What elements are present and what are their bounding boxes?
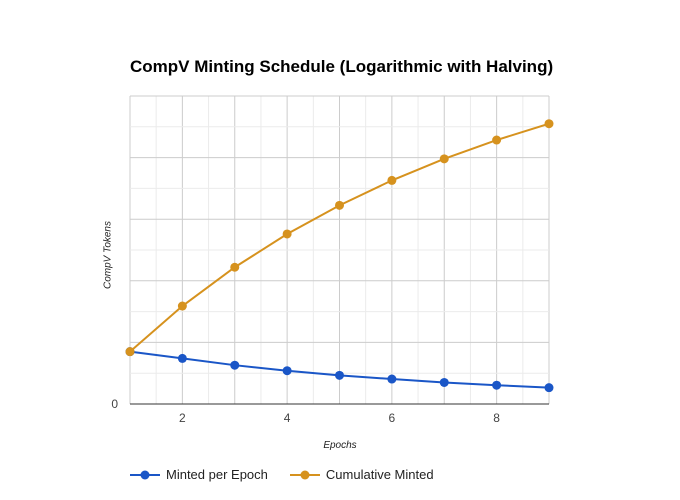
data-point	[544, 119, 554, 129]
x-tick-label: 2	[179, 411, 186, 425]
data-point	[335, 200, 344, 210]
series-layer	[125, 119, 554, 393]
legend-swatch	[289, 470, 320, 479]
legend-item: Cumulative Minted	[289, 467, 434, 482]
legend-item: Minted per Epoch	[130, 467, 268, 482]
legend-label: Cumulative Minted	[325, 467, 434, 482]
data-point	[230, 360, 240, 370]
x-tick-label: 8	[493, 411, 500, 425]
grid	[129, 95, 550, 405]
axes: 2 4 6 8 0	[111, 397, 549, 425]
data-point	[439, 154, 449, 164]
data-point	[177, 301, 187, 311]
x-axis-label: Epochs	[323, 440, 357, 451]
data-point	[492, 380, 502, 390]
x-tick-label: 6	[389, 411, 396, 425]
data-point	[492, 135, 502, 145]
x-tick-label: 4	[284, 411, 291, 425]
data-point	[387, 374, 397, 384]
data-point	[282, 366, 292, 376]
legend-label: Minted per Epoch	[166, 467, 268, 482]
data-point	[230, 262, 240, 272]
data-point	[439, 377, 449, 387]
data-point	[335, 370, 344, 380]
data-point	[387, 175, 397, 185]
data-point	[282, 229, 292, 239]
data-point	[125, 347, 135, 357]
data-point	[544, 383, 554, 393]
legend-swatch	[130, 470, 160, 479]
y-tick-label: 0	[111, 397, 118, 411]
legend: Minted per Epoch Cumulative Minted	[130, 467, 456, 482]
chart-title: CompV Minting Schedule (Logarithmic with…	[130, 57, 554, 76]
data-point	[177, 353, 187, 363]
